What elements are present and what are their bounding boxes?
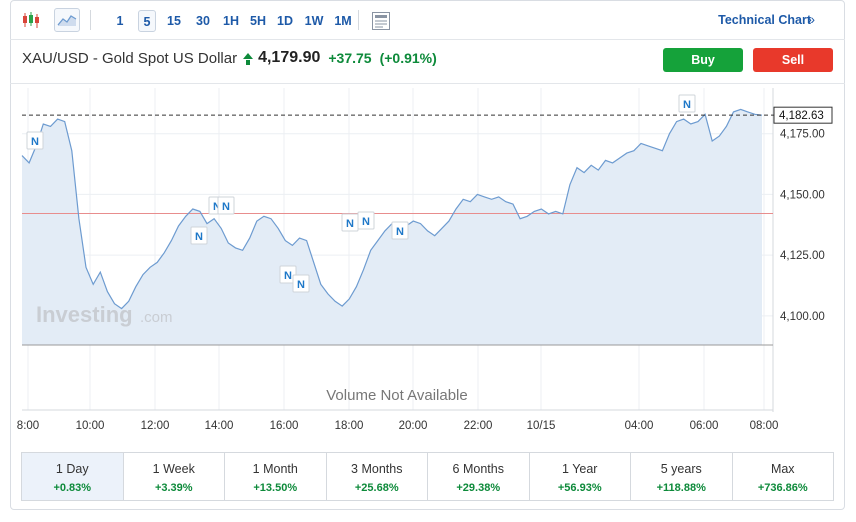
- period-change: +736.86%: [757, 482, 808, 494]
- x-tick-label: 04:00: [625, 420, 654, 432]
- period-1-year[interactable]: 1 Year +56.93%: [530, 453, 631, 500]
- price-change: +37.75: [328, 50, 372, 66]
- timeframe-1w[interactable]: 1W: [304, 14, 324, 28]
- news-marker-label: N: [683, 99, 691, 111]
- toolbar-divider: [358, 10, 359, 30]
- x-tick-label: 12:00: [141, 420, 170, 432]
- news-marker: N: [391, 221, 409, 240]
- instrument-header: XAU/USD - Gold Spot US Dollar 4,179.90 +…: [22, 48, 437, 68]
- arrow-up-icon-stem: [246, 59, 251, 65]
- x-tick-label: 06:00: [690, 420, 719, 432]
- news-marker: N: [357, 211, 375, 230]
- investing-watermark-suffix: .com: [140, 309, 173, 326]
- chart-settings-icon[interactable]: [370, 9, 392, 33]
- x-tick-label: 20:00: [399, 420, 428, 432]
- news-marker-label: N: [346, 218, 354, 230]
- y-tick-label: 4,175.00: [780, 129, 825, 141]
- x-tick-label: 18:00: [335, 420, 364, 432]
- investing-watermark: Investing: [36, 302, 133, 327]
- x-tick-label: 10:00: [76, 420, 105, 432]
- x-tick-label: 10/15: [527, 420, 556, 432]
- news-marker-label: N: [31, 136, 39, 148]
- timeframe-1d[interactable]: 1D: [277, 14, 293, 28]
- news-marker-label: N: [213, 201, 221, 213]
- news-marker-label: N: [396, 226, 404, 238]
- period-label: 1 Day: [55, 462, 89, 476]
- period-1-month[interactable]: 1 Month +13.50%: [225, 453, 327, 500]
- period-label: 1 Month: [252, 462, 298, 476]
- news-marker: N: [217, 196, 235, 215]
- period-change: +3.39%: [154, 482, 193, 494]
- period-label: 5 years: [660, 462, 702, 476]
- timeframe-15[interactable]: 15: [167, 14, 181, 28]
- x-axis: 8:00 10:00 12:00 14:00 16:00 18:00 20:00 22:00 1…: [17, 420, 779, 432]
- toolbar-divider: [90, 10, 91, 30]
- timeframe-1[interactable]: 1: [116, 14, 124, 28]
- period-change: +29.38%: [456, 482, 501, 494]
- news-marker: N: [190, 226, 208, 245]
- y-tick-label: 4,150.00: [780, 189, 825, 201]
- period-label: 3 Months: [351, 462, 403, 476]
- period-1-day[interactable]: 1 Day +0.83%: [22, 453, 124, 500]
- last-price: 4,179.90: [258, 49, 321, 66]
- x-tick-label: 16:00: [270, 420, 299, 432]
- period-change: +0.83%: [53, 482, 92, 494]
- x-tick-label: 08:00: [750, 420, 779, 432]
- news-marker: N: [341, 213, 359, 232]
- chevron-right-icon[interactable]: »: [807, 11, 815, 27]
- timeframe-1h[interactable]: 1H: [223, 14, 239, 28]
- period-5-years[interactable]: 5 years +118.88%: [631, 453, 733, 500]
- news-marker-label: N: [222, 201, 230, 213]
- header-divider: [10, 83, 845, 84]
- volume-not-available: Volume Not Available: [326, 387, 467, 404]
- buy-button[interactable]: Buy: [663, 48, 743, 72]
- last-price-label: 4,182.63: [779, 110, 824, 122]
- timeframe-5h[interactable]: 5H: [250, 14, 266, 28]
- period-3-months[interactable]: 3 Months +25.68%: [327, 453, 428, 500]
- price-change-percent: (+0.91%): [379, 50, 437, 66]
- period-change: +56.93%: [557, 482, 602, 494]
- timeframe-5[interactable]: 5: [138, 10, 156, 32]
- y-axis: 4,100.00 4,125.00 4,150.00 4,175.00: [780, 129, 825, 323]
- news-marker: N: [26, 131, 44, 150]
- y-tick-label: 4,100.00: [780, 311, 825, 323]
- news-marker-label: N: [362, 216, 370, 228]
- period-change: +13.50%: [253, 482, 298, 494]
- period-change: +118.88%: [656, 482, 706, 494]
- timeframe-1m[interactable]: 1M: [334, 14, 352, 28]
- performance-periods: 1 Day +0.83% 1 Week +3.39% 1 Month +13.50% 3 M…: [21, 452, 834, 501]
- technical-chart-link[interactable]: Technical Chart: [718, 13, 811, 27]
- period-label: 1 Year: [562, 462, 598, 476]
- news-marker: N: [292, 274, 310, 293]
- period-label: 6 Months: [452, 462, 504, 476]
- period-change: +25.68%: [354, 482, 399, 494]
- area-chart-icon[interactable]: [54, 8, 80, 32]
- instrument-name: XAU/USD - Gold Spot US Dollar: [22, 49, 238, 67]
- x-tick-label: 8:00: [17, 420, 39, 432]
- timeframe-30[interactable]: 30: [196, 14, 210, 28]
- candlestick-icon[interactable]: [20, 8, 42, 32]
- news-marker: N: [678, 94, 696, 113]
- y-tick-label: 4,125.00: [780, 250, 825, 262]
- x-tick-label: 14:00: [205, 420, 234, 432]
- period-label: Max: [770, 462, 795, 476]
- period-max[interactable]: Max +736.86%: [733, 453, 834, 500]
- last-price-badge: [773, 106, 833, 124]
- news-marker-label: N: [284, 270, 292, 282]
- period-label: 1 Week: [152, 462, 195, 476]
- news-marker-label: N: [297, 279, 305, 291]
- sell-button[interactable]: Sell: [753, 48, 833, 72]
- arrow-up-icon: [243, 53, 254, 59]
- news-marker-label: N: [195, 231, 203, 243]
- period-1-week[interactable]: 1 Week +3.39%: [124, 453, 225, 500]
- x-tick-label: 22:00: [464, 420, 493, 432]
- period-6-months[interactable]: 6 Months +29.38%: [428, 453, 530, 500]
- chart-toolbar: 1 5 15 30 1H 5H 1D 1W 1M Technical Chart »: [10, 0, 845, 40]
